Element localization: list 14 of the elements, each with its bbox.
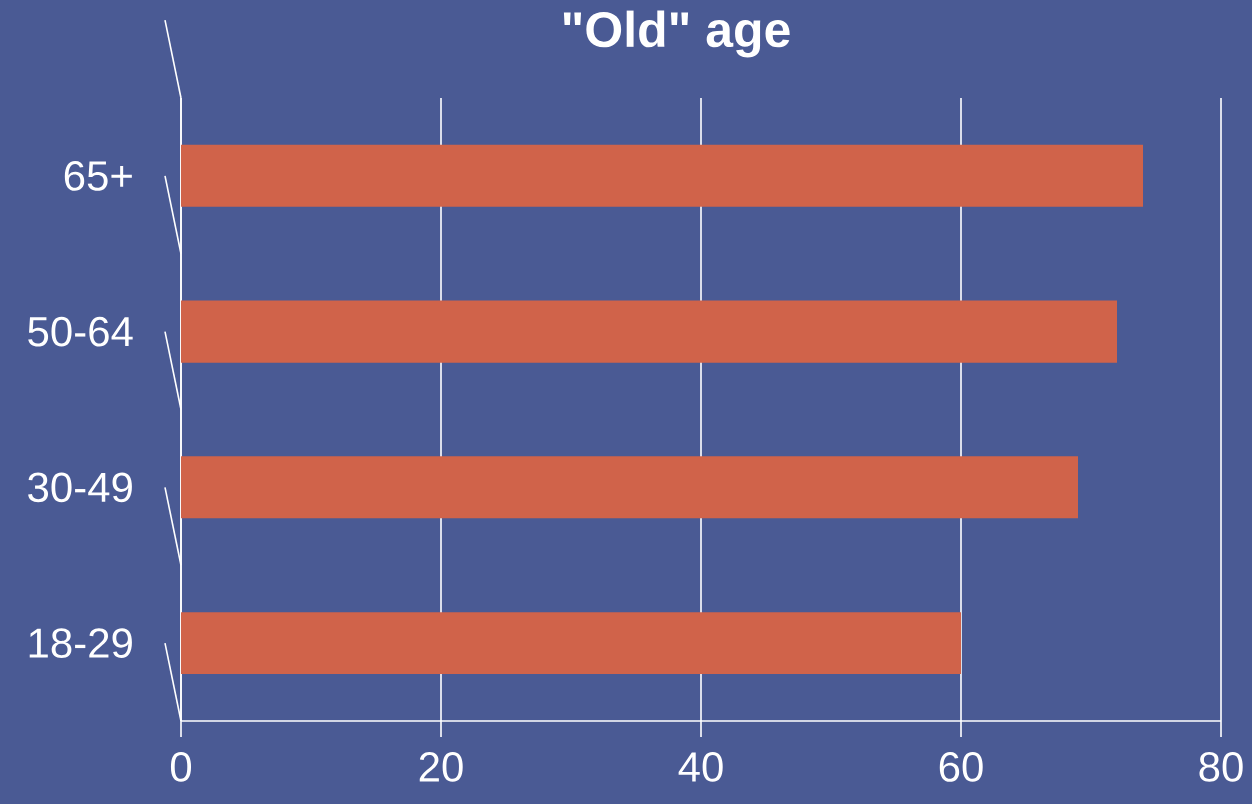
- x-tick-label: 60: [939, 752, 983, 782]
- x-tick-label: 0: [170, 752, 192, 782]
- bar: [181, 612, 961, 675]
- y-tick-label: 18-29: [29, 628, 132, 658]
- x-tick-label: 20: [419, 752, 463, 782]
- bar: [181, 144, 1143, 207]
- bar: [181, 300, 1117, 363]
- y-tick-label: 50-64: [28, 316, 133, 347]
- y-tick-label: 30-49: [28, 472, 132, 503]
- bar: [181, 456, 1078, 519]
- y-tick-label: 65+: [64, 161, 132, 191]
- x-tick-label: 40: [678, 752, 723, 782]
- x-tick-label: 80: [1199, 752, 1243, 782]
- chart-title: "Old" age: [563, 10, 790, 58]
